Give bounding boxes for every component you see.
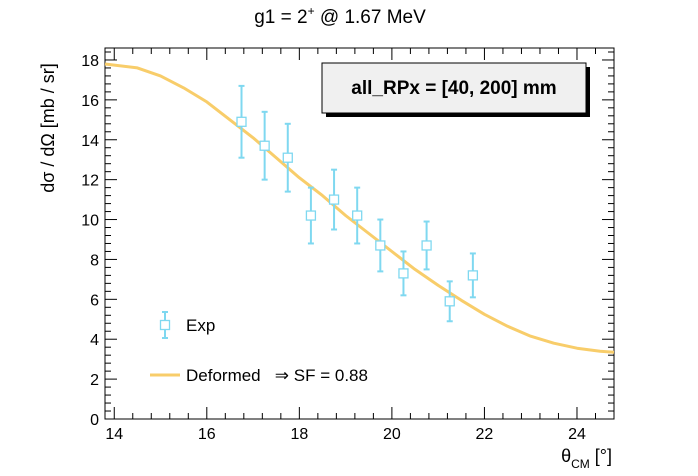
model-curve-layer	[104, 62, 615, 354]
data-point	[352, 186, 363, 245]
legend: Exp Deformed ⇒ SF = 0.88	[150, 311, 368, 385]
data-point-marker	[375, 240, 386, 251]
deformed-curve	[104, 62, 615, 354]
data-point	[444, 280, 455, 323]
x-tick-label: 14	[105, 426, 123, 443]
x-tick-label: 22	[476, 426, 494, 443]
data-point-marker	[328, 194, 340, 205]
data-point	[375, 218, 386, 273]
x-axis-label-unit: [°]	[590, 446, 612, 466]
annotation-box	[321, 62, 587, 114]
x-axis-label: θCM [°]	[561, 446, 612, 471]
data-point	[236, 84, 247, 159]
annotation-text: all_RPx = [40, 200] mm	[351, 78, 556, 99]
data-point-marker	[282, 152, 293, 163]
legend-exp-symbol	[159, 311, 171, 339]
data-point-marker	[444, 296, 455, 307]
data-point	[328, 168, 340, 231]
y-tick-label: 12	[81, 173, 99, 190]
y-axis-label: dσ / dΩ [mb / sr]	[38, 63, 58, 193]
x-tick-label: 24	[568, 426, 586, 443]
y-tick-label: 18	[81, 53, 99, 70]
chart-title-superscript: +	[308, 4, 315, 18]
y-tick-label: 8	[90, 252, 99, 269]
chart-title-rest: @ 1.67 MeV	[315, 7, 426, 28]
y-tick-label: 2	[90, 372, 99, 389]
y-tick-label: 10	[81, 213, 99, 230]
x-tick-label: 20	[383, 426, 401, 443]
data-point	[282, 122, 293, 193]
data-point	[467, 252, 479, 299]
chart-title: g1 = 2+ @ 1.67 MeV	[254, 4, 426, 28]
data-point-marker	[467, 270, 479, 281]
y-tick-label: 4	[90, 332, 99, 349]
data-points-layer	[236, 84, 479, 323]
x-axis-label-theta: θ	[561, 446, 571, 466]
data-point	[398, 250, 409, 297]
y-tick-label: 6	[90, 292, 99, 309]
y-tick-label: 0	[90, 412, 99, 429]
data-point-marker	[352, 210, 363, 221]
data-point	[259, 110, 270, 181]
x-tick-label: 18	[290, 426, 308, 443]
data-point-marker	[398, 268, 409, 279]
legend-exp-label: Exp	[186, 316, 215, 335]
x-tick-label: 16	[198, 426, 216, 443]
x-axis-label-subscript: CM	[571, 457, 590, 471]
data-point-marker	[236, 116, 247, 127]
data-point	[421, 220, 432, 271]
y-tick-label: 16	[81, 93, 99, 110]
data-point-marker	[305, 210, 317, 221]
legend-deformed-label: Deformed ⇒ SF = 0.88	[186, 366, 368, 385]
data-point	[305, 186, 317, 245]
y-tick-label: 14	[81, 133, 99, 150]
chart-title-main: g1 = 2	[254, 7, 307, 28]
data-point-marker	[259, 140, 270, 151]
data-point-marker	[421, 240, 432, 251]
